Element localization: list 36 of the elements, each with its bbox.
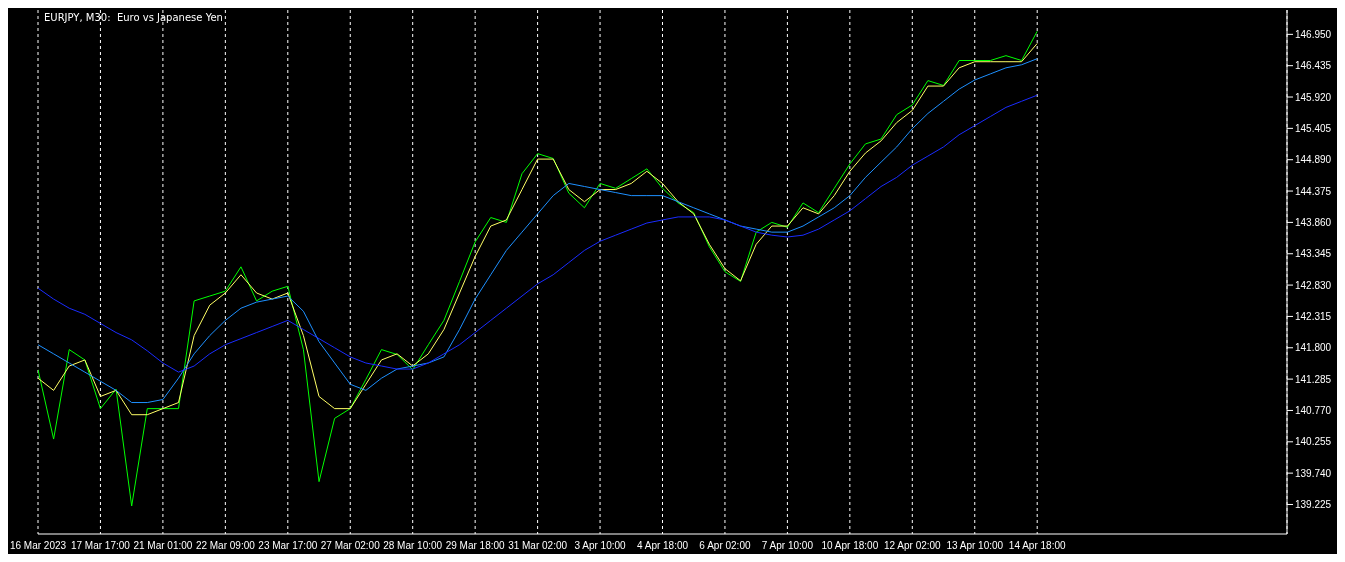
y-tick-label: 143.345: [1295, 248, 1332, 260]
line-series: [38, 94, 1038, 373]
y-tick-label: 146.950: [1295, 28, 1332, 40]
y-tick-label: 139.740: [1295, 467, 1332, 479]
y-tick-label: 145.920: [1295, 91, 1332, 103]
x-tick-label: 22 Mar 09:00: [195, 540, 256, 552]
x-tick-label: 7 Apr 10:00: [761, 540, 814, 552]
y-tick-label: 144.890: [1295, 154, 1332, 166]
chart-title: EURJPY, M30: Euro vs Japanese Yen: [44, 12, 223, 23]
x-tick-label: 27 Mar 02:00: [320, 540, 381, 552]
x-tick-label: 16 Mar 2023: [9, 540, 67, 552]
y-tick-label: 141.285: [1295, 373, 1332, 385]
x-tick-label: 17 Mar 17:00: [70, 540, 131, 552]
y-tick-label: 142.315: [1295, 310, 1332, 322]
y-tick-label: 145.405: [1295, 122, 1332, 134]
y-tick-label: 139.225: [1295, 499, 1332, 511]
y-tick-label: 143.860: [1295, 216, 1332, 228]
x-tick-label: 12 Apr 02:00: [883, 540, 942, 552]
x-tick-label: 10 Apr 18:00: [821, 540, 879, 552]
y-tick-label: 142.830: [1295, 279, 1332, 291]
y-tick-label: 144.375: [1295, 185, 1332, 197]
x-tick-label: 28 Mar 10:00: [383, 540, 443, 552]
x-tick-label: 31 Mar 02:00: [508, 540, 568, 552]
x-tick-label: 21 Mar 01:00: [133, 540, 193, 552]
x-tick-label: 23 Mar 17:00: [258, 540, 318, 552]
x-tick-label: 6 Apr 02:00: [699, 540, 751, 552]
x-tick-label: 13 Apr 10:00: [946, 540, 1004, 552]
line-series: [38, 30, 1038, 507]
x-tick-label: 14 Apr 18:00: [1008, 540, 1066, 552]
y-tick-label: 140.255: [1295, 436, 1332, 448]
x-tick-label: 3 Apr 10:00: [574, 540, 627, 552]
y-tick-label: 141.800: [1295, 342, 1332, 354]
x-tick-label: 4 Apr 18:00: [636, 540, 689, 552]
x-tick-label: 29 Mar 18:00: [445, 540, 506, 552]
y-tick-label: 146.435: [1295, 60, 1332, 72]
y-tick-label: 140.770: [1295, 405, 1332, 417]
